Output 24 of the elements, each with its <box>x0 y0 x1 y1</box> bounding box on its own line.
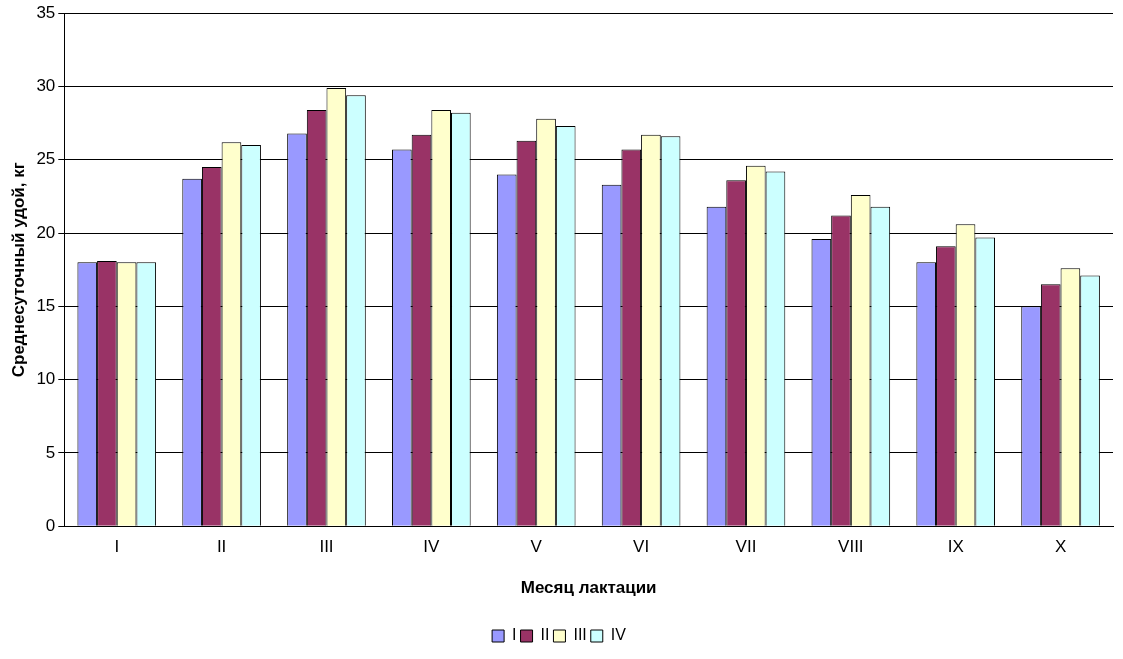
legend-label: III <box>573 626 587 644</box>
x-tick-label: II <box>216 537 227 557</box>
y-tick-label: 5 <box>45 442 56 462</box>
legend-label: I <box>512 626 517 644</box>
x-tick-label: I <box>114 537 120 557</box>
x-axis-title: Месяц лактации <box>520 578 657 598</box>
y-tick-label: 25 <box>36 149 56 169</box>
y-tick-label: 0 <box>45 515 56 535</box>
y-tick-label: 15 <box>36 296 56 316</box>
x-tick-label: VI <box>633 537 650 557</box>
y-tick-label: 35 <box>36 2 56 22</box>
x-tick-label: VII <box>735 537 757 557</box>
x-tick-label: III <box>319 537 334 557</box>
y-axis-title: Среднесуточный удой, кг <box>8 162 28 378</box>
y-tick-label: 20 <box>36 222 56 242</box>
y-tick-label: 10 <box>36 369 56 389</box>
legend-label: IV <box>610 626 627 644</box>
x-tick-label: VIII <box>838 537 864 557</box>
x-tick-label: V <box>530 537 543 557</box>
legend-label: II <box>540 626 550 644</box>
x-tick-label: X <box>1054 537 1067 557</box>
y-tick-label: 30 <box>36 76 56 96</box>
x-tick-label: IV <box>423 537 441 557</box>
x-tick-label: IX <box>947 537 964 557</box>
